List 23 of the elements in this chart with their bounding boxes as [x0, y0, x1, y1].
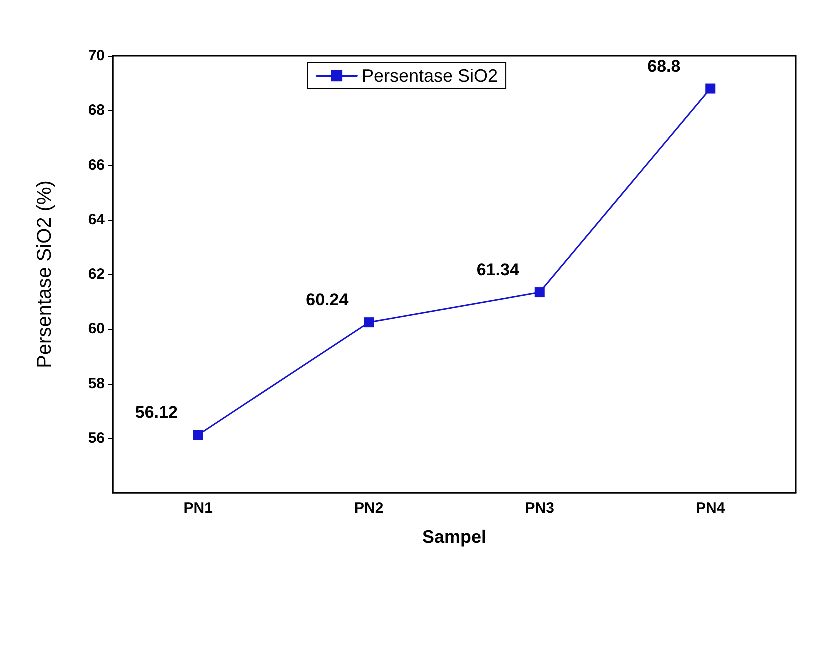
y-tick-label: 60: [88, 320, 105, 338]
point: [534, 288, 545, 298]
x-tick-label: PN1: [184, 500, 213, 517]
x-tick-label: PN2: [354, 500, 384, 517]
y-tick-label: 64: [88, 211, 106, 228]
point: [706, 84, 716, 94]
point: [193, 430, 204, 440]
point: [364, 318, 374, 328]
y-tick-label: 70: [88, 48, 105, 64]
x-tick-label: PN3: [525, 500, 554, 517]
data-label: 56.12: [135, 403, 178, 422]
y-tick-label: 68: [88, 102, 105, 120]
x-axis-title: Sampel: [422, 527, 487, 547]
data-label: 60.24: [306, 290, 350, 310]
data-label: 61.34: [476, 260, 520, 280]
x-tick-label: PN4: [696, 500, 726, 517]
y-tick-label: 56: [88, 430, 105, 447]
data-label: 68.8: [648, 56, 681, 76]
y-tick-label: 66: [88, 156, 105, 174]
y-tick-label: 62: [88, 266, 105, 283]
legend-label: Persentase SiO2: [362, 66, 498, 86]
y-axis-title: Persentase SiO2 (%): [34, 180, 56, 368]
y-tick-label: 58: [88, 375, 105, 392]
